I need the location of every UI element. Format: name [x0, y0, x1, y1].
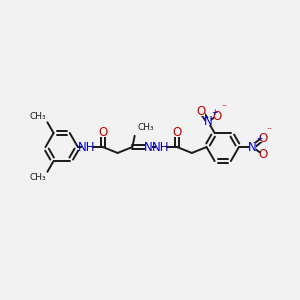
Text: +: + [212, 108, 218, 117]
Text: NH: NH [78, 141, 95, 154]
Text: +: + [256, 134, 263, 142]
FancyBboxPatch shape [249, 143, 256, 151]
Text: O: O [197, 105, 206, 119]
FancyBboxPatch shape [260, 135, 266, 142]
Text: NH: NH [152, 141, 169, 154]
Text: CH₃: CH₃ [30, 112, 46, 121]
FancyBboxPatch shape [174, 129, 180, 137]
FancyBboxPatch shape [214, 112, 220, 120]
Text: O: O [213, 110, 222, 122]
Text: O: O [258, 148, 267, 161]
Text: O: O [98, 126, 107, 140]
Text: O: O [258, 132, 267, 145]
Text: CH₃: CH₃ [138, 123, 154, 132]
FancyBboxPatch shape [260, 151, 266, 158]
Text: ⁻: ⁻ [221, 103, 226, 113]
Text: ⁻: ⁻ [267, 127, 272, 136]
Text: N: N [203, 115, 212, 128]
Text: N: N [144, 141, 153, 154]
Text: N: N [248, 141, 257, 154]
FancyBboxPatch shape [145, 143, 152, 151]
FancyBboxPatch shape [82, 143, 92, 151]
FancyBboxPatch shape [205, 118, 211, 125]
FancyBboxPatch shape [198, 108, 205, 116]
Text: CH₃: CH₃ [30, 173, 46, 182]
Text: O: O [172, 126, 182, 140]
FancyBboxPatch shape [156, 143, 166, 151]
FancyBboxPatch shape [100, 129, 106, 137]
